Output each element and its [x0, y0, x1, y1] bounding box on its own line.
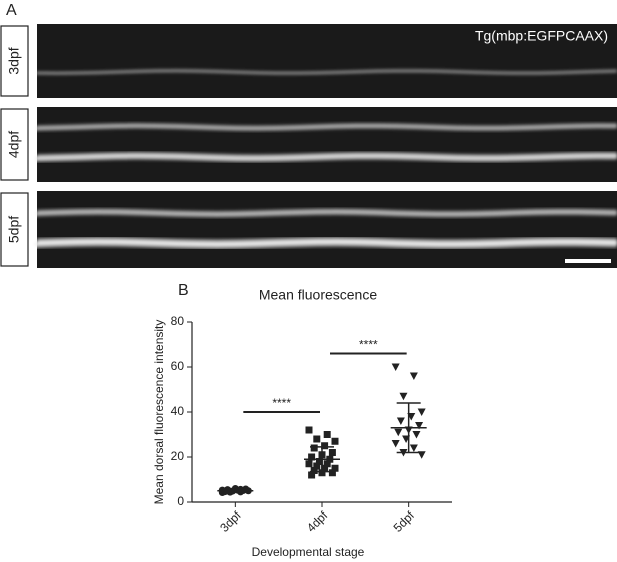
point — [321, 464, 329, 472]
row-label: 4dpf — [6, 131, 22, 158]
y-tick-label: 0 — [177, 494, 184, 508]
point — [313, 435, 321, 443]
y-axis-label: Mean dorsal fluorescence intensity — [152, 320, 166, 505]
y-tick-label: 60 — [171, 359, 185, 373]
point — [331, 464, 339, 472]
point — [315, 458, 323, 465]
point — [308, 453, 316, 461]
point — [331, 437, 339, 445]
micrographs: 3dpf 4dpf 5dpf — [0, 24, 617, 268]
row-label-box — [0, 108, 29, 181]
scale-bar — [565, 259, 611, 263]
x-axis-label: Developmental stage — [252, 545, 365, 559]
row-label: 5dpf — [6, 216, 22, 243]
x-tick-label: 4dpf — [304, 508, 331, 535]
axon-bundle — [35, 124, 617, 130]
chart-title: Mean fluorescence — [259, 287, 378, 303]
row-label: 3dpf — [6, 47, 22, 74]
point — [415, 422, 424, 430]
y-tick-label: 40 — [171, 404, 185, 418]
row-label-box — [0, 192, 29, 267]
point — [391, 440, 400, 448]
y-tick-label: 80 — [171, 314, 185, 328]
micrograph — [37, 107, 617, 182]
point — [323, 431, 331, 438]
panel-label: B — [178, 282, 189, 299]
point — [318, 469, 326, 477]
row-label-box — [0, 25, 29, 97]
point — [412, 431, 421, 439]
point — [394, 428, 403, 437]
micrograph — [37, 191, 617, 268]
x-tick-label: 3dpf — [217, 508, 244, 535]
point — [399, 392, 408, 401]
point — [308, 471, 316, 479]
y-tick-label: 20 — [171, 449, 185, 463]
point — [310, 467, 318, 474]
point — [313, 462, 321, 470]
axon-bundle — [36, 70, 617, 74]
point — [310, 444, 318, 452]
point — [328, 469, 336, 477]
point — [305, 460, 313, 468]
point — [321, 442, 329, 450]
point — [391, 363, 400, 371]
axon-bundle — [35, 210, 617, 216]
point — [305, 426, 313, 434]
axon-bundle — [35, 153, 617, 161]
significance-label: **** — [359, 338, 378, 352]
micrograph — [37, 24, 617, 98]
point — [417, 408, 426, 416]
point — [409, 444, 418, 452]
x-tick-label: 5dpf — [391, 508, 418, 535]
point — [323, 460, 331, 468]
significance-label: **** — [272, 396, 291, 410]
point — [396, 417, 405, 425]
axon-bundle — [34, 239, 617, 247]
point — [409, 372, 418, 380]
annotation: Tg(mbp:EGFPCAAX) — [475, 28, 608, 44]
point — [328, 449, 336, 456]
panel-label: A — [6, 2, 17, 19]
